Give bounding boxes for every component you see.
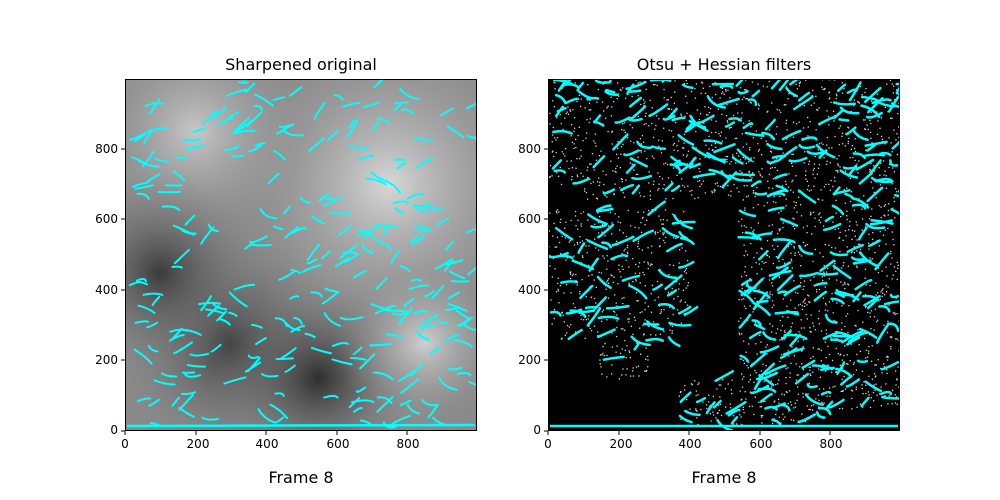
left-x-tick-800: 800 <box>396 437 420 451</box>
left-y-tick-800: 800 <box>95 142 118 156</box>
right-y-tick-600: 600 <box>518 212 541 226</box>
right-y-tick-0: 0 <box>533 423 541 437</box>
right-y-tick-800: 800 <box>518 142 541 156</box>
right-x-tick-400: 400 <box>678 437 702 451</box>
left-image-plot <box>125 79 477 431</box>
right-image-plot <box>548 79 900 431</box>
left-y-tick-200: 200 <box>95 353 118 367</box>
right-y-tick-400: 400 <box>518 283 541 297</box>
right-x-tick-600: 600 <box>749 437 773 451</box>
right-x-tick-0: 0 <box>544 437 552 451</box>
left-fibril-overlay <box>128 79 477 429</box>
left-x-tick-600: 600 <box>326 437 350 451</box>
left-x-tick-0: 0 <box>121 437 129 451</box>
right-fibril-overlay <box>548 79 900 431</box>
left-y-tick-400: 400 <box>95 283 118 297</box>
right-axes-frame <box>548 79 900 431</box>
right-panel-title: Otsu + Hessian filters <box>636 55 812 74</box>
left-x-tick-200: 200 <box>186 437 210 451</box>
right-x-tick-200: 200 <box>609 437 633 451</box>
left-y-tick-600: 600 <box>95 212 118 226</box>
left-y-tick-0: 0 <box>110 423 118 437</box>
right-x-tick-800: 800 <box>819 437 843 451</box>
left-frame-label: Frame 8 <box>268 468 334 487</box>
left-panel-title: Sharpened original <box>225 55 377 74</box>
left-x-tick-400: 400 <box>255 437 279 451</box>
right-y-tick-200: 200 <box>518 353 541 367</box>
right-frame-label: Frame 8 <box>691 468 757 487</box>
left-axes-frame <box>125 79 477 431</box>
